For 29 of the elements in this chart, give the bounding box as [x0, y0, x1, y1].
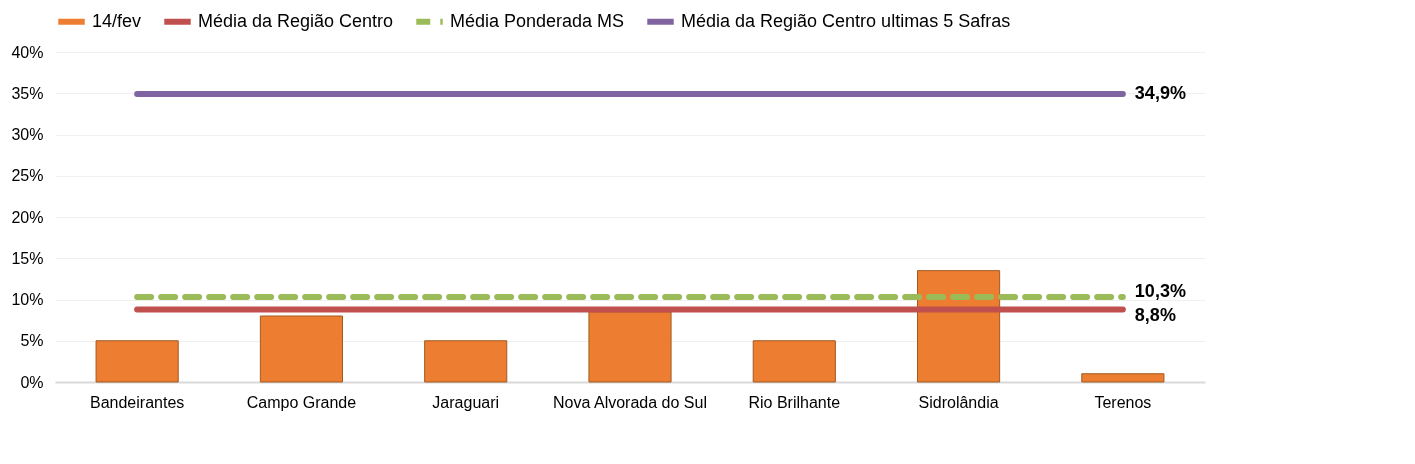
- data-label: 10,3%: [1134, 281, 1186, 302]
- legend-label: Média Ponderada MS: [450, 10, 625, 31]
- x-tick-label: Sidrolândia: [918, 393, 999, 411]
- bar: [259, 315, 343, 383]
- y-tick-label: 15%: [11, 249, 44, 267]
- y-tick-label: 5%: [20, 332, 44, 350]
- bar: [424, 340, 508, 383]
- data-label: 34,9%: [1134, 83, 1186, 104]
- legend-label: Média da Região Centro ultimas 5 Safras: [681, 10, 1011, 31]
- legend-label: 14/fev: [92, 10, 142, 31]
- y-tick-label: 25%: [11, 167, 44, 185]
- bar: [95, 340, 179, 383]
- x-tick-label: Jaraguari: [432, 393, 500, 411]
- y-tick-label: 10%: [11, 291, 44, 308]
- bar: [752, 340, 836, 383]
- x-tick-label: Campo Grande: [246, 393, 357, 411]
- y-tick-label: 20%: [11, 208, 44, 226]
- y-tick-label: 35%: [11, 84, 44, 102]
- x-tick-label: Bandeirantes: [89, 393, 185, 411]
- x-tick-label: Terenos: [1094, 393, 1152, 411]
- y-tick-label: 0%: [20, 373, 44, 391]
- y-tick-label: 40%: [11, 43, 44, 61]
- y-tick-label: 30%: [11, 126, 44, 143]
- bar: [1081, 373, 1165, 383]
- bar: [588, 311, 672, 383]
- legend-label: Média da Região Centro: [198, 10, 394, 31]
- data-label: 8,8%: [1134, 305, 1176, 326]
- x-tick-label: Rio Brilhante: [748, 393, 841, 411]
- x-tick-label: Nova Alvorada do Sul: [553, 393, 707, 411]
